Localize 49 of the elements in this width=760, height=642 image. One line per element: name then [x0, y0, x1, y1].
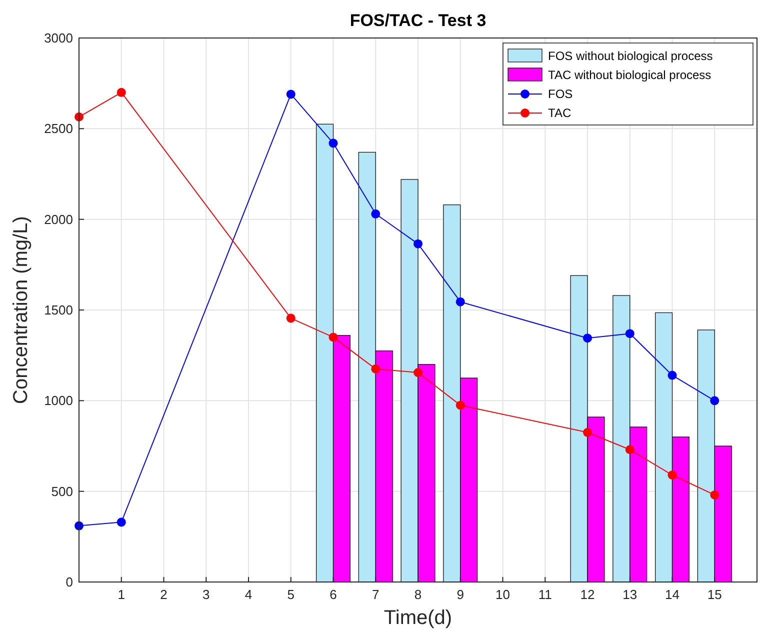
x-tick-label: 3 [202, 587, 210, 602]
point [414, 239, 422, 248]
point [371, 209, 380, 218]
y-tick-label: 1500 [44, 302, 73, 318]
x-tick-label: 12 [580, 587, 595, 602]
y-tick-label: 0 [66, 574, 73, 590]
legend-label: FOS without biological process [548, 49, 713, 63]
point [116, 518, 126, 527]
x-axis-title: Time(d) [384, 607, 452, 629]
point [668, 470, 677, 480]
x-tick-label: 15 [707, 587, 722, 602]
x-tick-label: 11 [538, 587, 552, 602]
x-tick-label: 9 [456, 587, 464, 602]
x-tick-label: 8 [414, 587, 422, 602]
x-tick-label: 14 [665, 587, 680, 602]
y-tick-label: 3000 [44, 30, 73, 46]
point [286, 90, 296, 99]
legend-label: TAC without biological process [548, 68, 712, 82]
point [414, 368, 422, 378]
x-tick-label: 13 [622, 587, 638, 602]
point [625, 445, 634, 454]
point [625, 329, 634, 338]
point [328, 332, 338, 342]
y-axis-title: Concentration (mg/L) [10, 216, 32, 404]
point [371, 364, 380, 374]
x-tick-label: 6 [330, 587, 337, 602]
y-tick-label: 1000 [44, 393, 73, 408]
legend-label: FOS [548, 87, 573, 101]
x-tick-label: 10 [496, 587, 510, 602]
point [116, 88, 126, 97]
x-tick-label: 4 [244, 587, 252, 602]
y-tick-label: 500 [51, 484, 73, 499]
point [583, 428, 592, 437]
chart-title: FOS/TAC - Test 3 [350, 11, 486, 30]
point [710, 490, 720, 500]
y-tick-label: 2000 [44, 212, 73, 227]
point [456, 297, 465, 306]
point [583, 334, 592, 343]
point [456, 400, 465, 410]
point [328, 138, 338, 148]
x-tick-label: 5 [287, 587, 294, 602]
x-tick-label: 1 [118, 587, 125, 602]
legend-label: TAC [548, 106, 572, 120]
point [286, 314, 296, 323]
x-tick-label: 2 [160, 587, 168, 602]
point [710, 396, 720, 406]
x-tick-label: 7 [372, 587, 380, 602]
y-tick-label: 2500 [44, 121, 73, 136]
point [668, 370, 677, 380]
